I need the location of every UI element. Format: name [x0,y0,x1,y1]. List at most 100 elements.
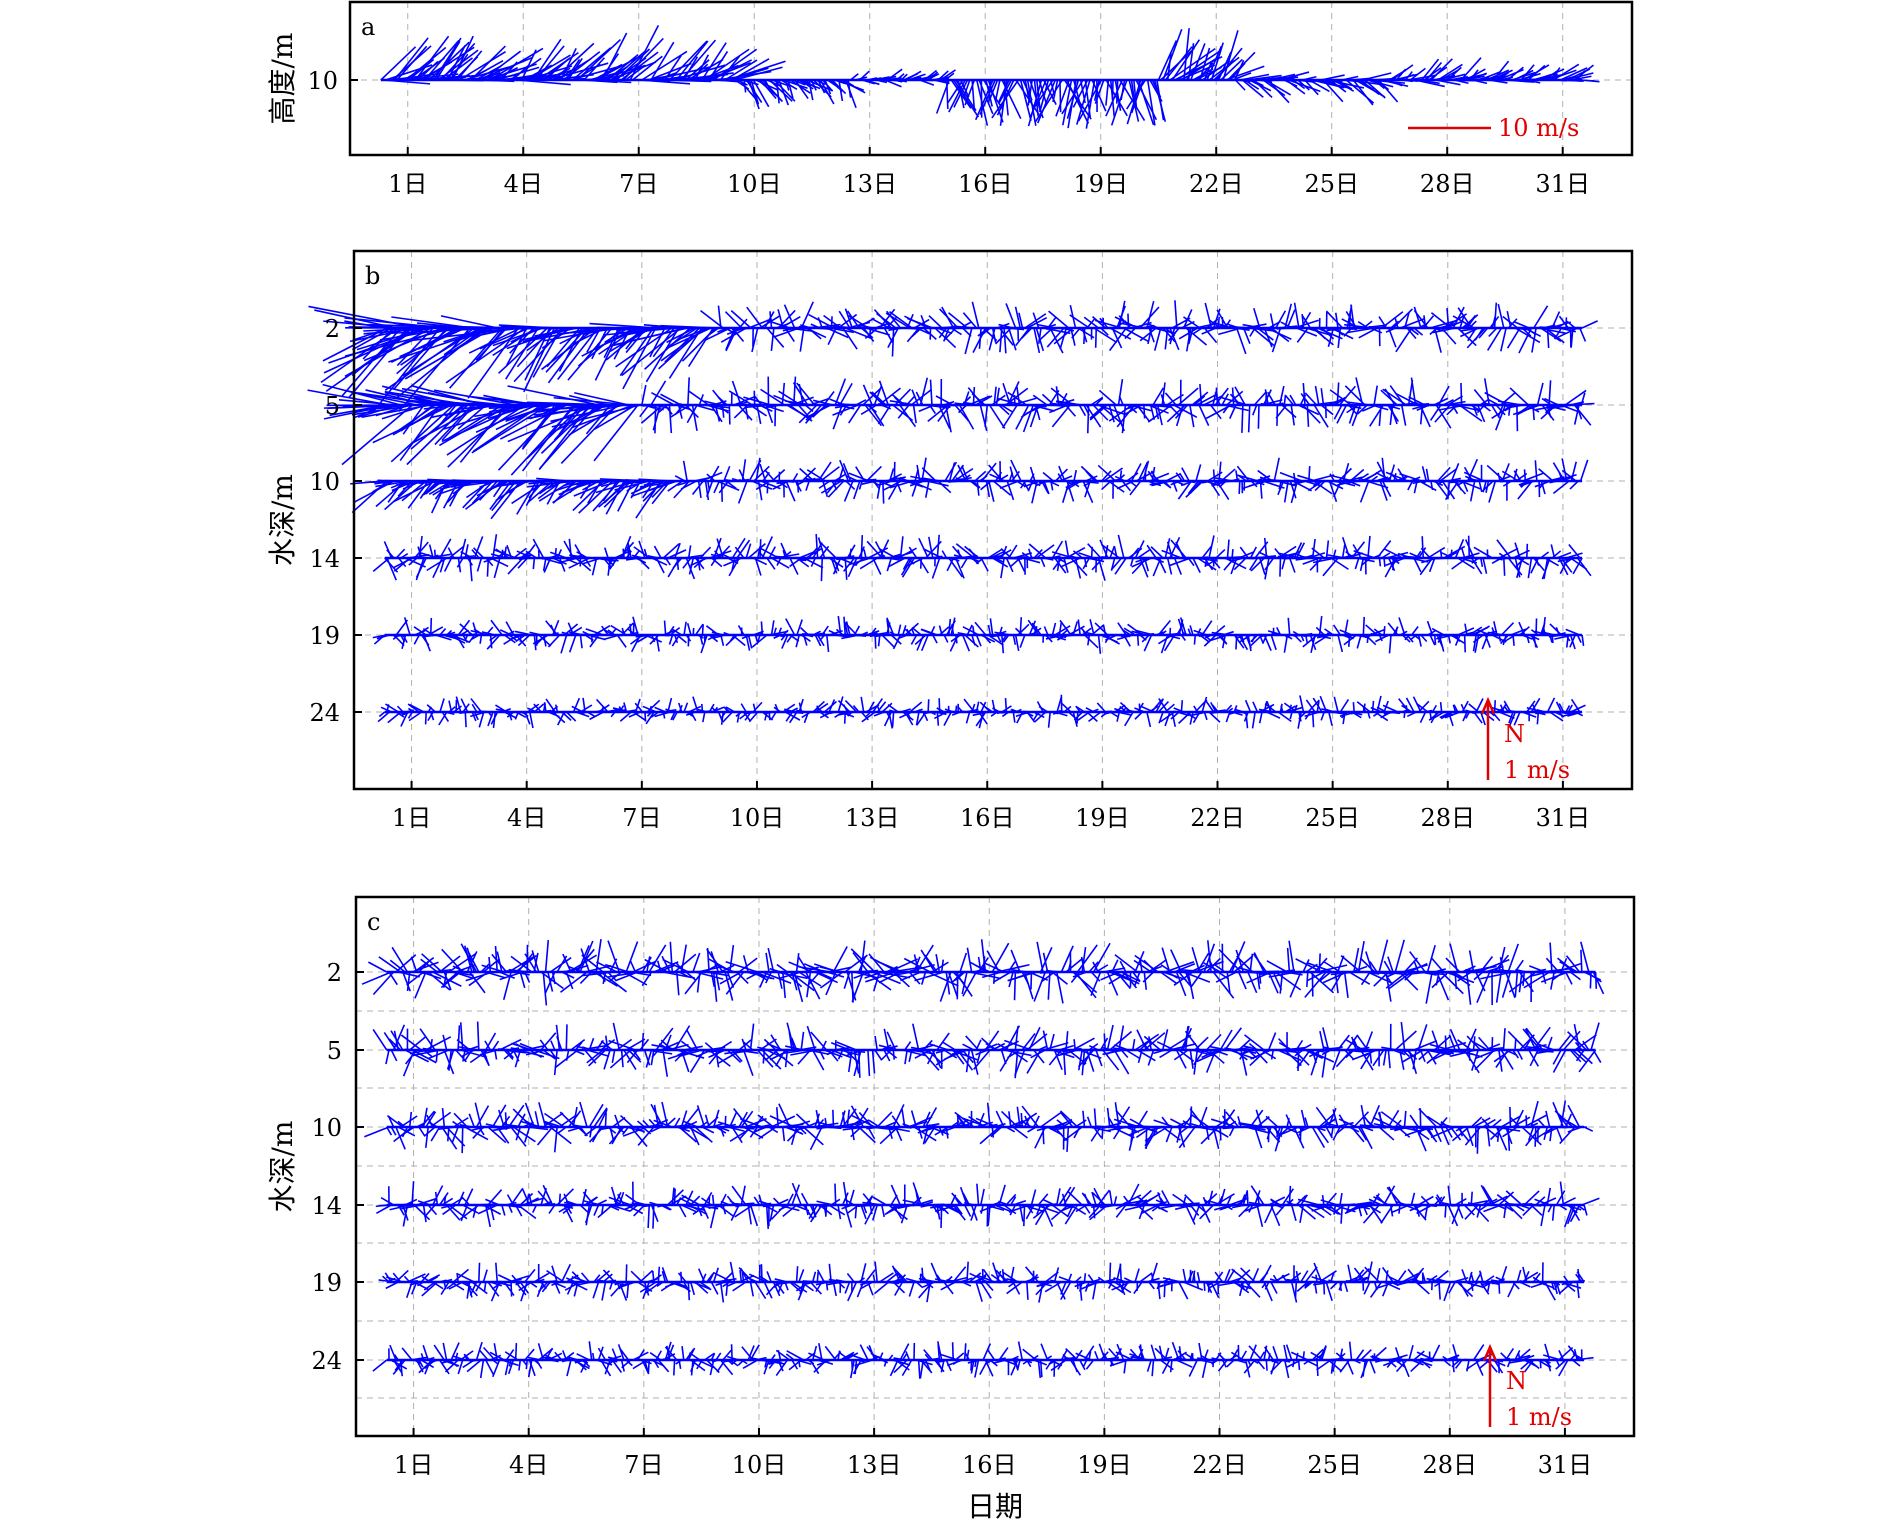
vector-stick [1000,404,1014,413]
vector-stick [579,940,594,973]
vector-stick [491,1040,500,1051]
vector-stick [1436,634,1454,640]
vector-stick [1351,404,1362,427]
vector-stick [1178,327,1198,340]
vector-stick [1308,480,1319,483]
vector-stick [1169,557,1191,567]
vector-stick [1589,971,1592,989]
vector-stick [647,555,659,559]
vector-stick [1214,477,1234,482]
vector-stick [964,79,976,106]
vector-stick [843,971,851,989]
vector-stick [1270,634,1277,650]
vector-stick [1473,625,1490,636]
vector-stick [1292,79,1306,90]
vector-stick [1336,382,1340,406]
vector-stick [1260,403,1289,406]
vector-stick [1413,309,1429,329]
vector-stick [1154,404,1160,420]
vector-stick [937,70,949,81]
vector-stick [759,463,767,482]
vector-stick [506,711,515,718]
vector-stick [688,705,702,713]
vector-stick [1430,58,1453,81]
vector-stick [1572,557,1583,575]
vector-stick [789,557,802,568]
vector-stick [1003,327,1007,354]
vector-stick [915,391,924,406]
vector-stick [521,327,578,341]
vector-stick [439,628,447,636]
vector-stick [1549,480,1558,484]
vector-stick [685,711,696,716]
vector-stick [881,634,896,648]
vector-stick [619,1114,634,1128]
vector-stick [763,311,775,329]
vector-stick [1036,323,1055,329]
vector-stick [1514,557,1521,578]
vector-stick [815,534,819,559]
vector-stick [834,404,852,409]
vector-stick [776,557,782,566]
vector-stick [923,69,938,81]
vector-stick [887,557,906,568]
vector-stick [775,555,793,559]
vector-stick [1551,311,1561,329]
vector-stick [891,711,895,728]
vector-stick [1029,466,1036,482]
vector-stick [554,547,557,559]
vector-stick [762,1049,766,1064]
vector-stick [505,404,554,423]
vector-stick [937,404,952,422]
vector-stick [1374,634,1390,643]
vector-stick [1201,327,1217,335]
vector-stick [456,327,496,342]
vector-stick [1501,463,1510,482]
vector-stick [1376,540,1392,559]
vector-stick [1292,472,1296,482]
vector-stick [1099,539,1109,559]
vector-stick [625,941,639,973]
vector-stick [826,634,830,652]
vector-stick [426,557,448,572]
vector-stick [328,327,429,364]
x-tick-label: 25日 [1305,804,1360,832]
vector-stick [1199,384,1203,406]
vector-stick [827,480,845,498]
vector-stick [781,634,789,649]
vector-stick [1204,302,1213,329]
vector-stick [717,396,728,406]
vector-stick [1148,327,1155,343]
vector-stick [513,327,565,383]
vector-stick [1062,79,1073,126]
vector-stick [662,543,680,559]
vector-stick [959,710,968,713]
vector-stick [1281,76,1295,81]
vector-stick [807,547,818,559]
vector-stick [1576,634,1582,643]
vector-stick [1517,480,1533,500]
vector-stick [660,324,718,329]
vector-stick [731,380,742,406]
vector-stick [1429,319,1457,329]
vector-stick [1358,327,1378,339]
vector-stick [746,306,763,329]
vector-stick [592,63,623,81]
vector-stick [1016,386,1021,406]
vector-stick [1487,398,1499,406]
vector-stick [627,543,632,559]
vector-stick [1181,56,1220,81]
vector-stick [547,634,561,648]
vector-stick [911,327,922,338]
vector-stick [1261,634,1268,645]
vector-stick [959,952,968,973]
vector-stick [1297,404,1320,416]
vector-stick [838,310,851,329]
vector-stick [1032,312,1040,329]
vector-stick [1320,74,1345,81]
vector-stick [1082,630,1097,636]
vector-stick [1469,480,1476,502]
vector-stick [826,327,849,339]
vector-stick [1060,557,1081,568]
vector-stick [363,327,424,332]
